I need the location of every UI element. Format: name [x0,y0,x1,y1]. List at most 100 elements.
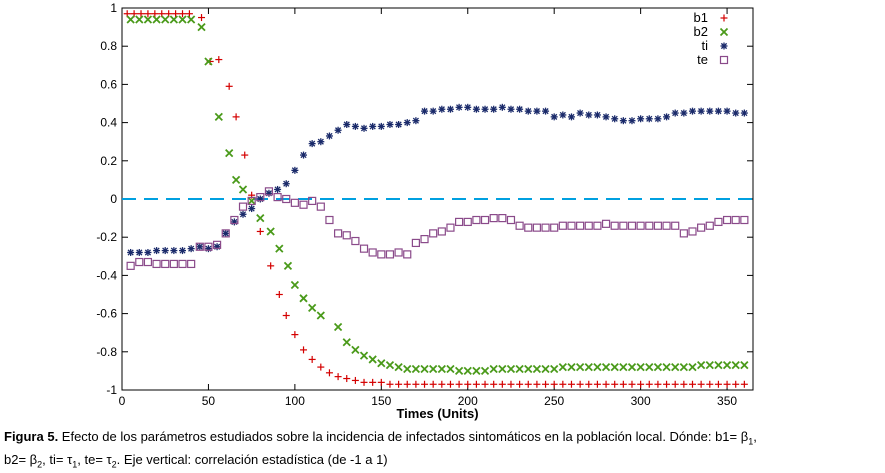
data-point-te [204,242,213,251]
data-point-ti [196,243,204,251]
data-point-te [610,221,619,230]
data-point-b1 [498,380,506,388]
data-point-ti [421,107,429,115]
data-point-ti [723,107,731,115]
data-point-ti [550,113,558,121]
data-point-ti [446,105,454,113]
data-point-te [671,221,680,230]
data-point-te [290,198,299,207]
data-point-te [532,223,542,232]
data-point-b1 [533,380,541,388]
data-point-ti [533,107,541,115]
data-point-te [342,231,351,240]
data-point-ti [377,122,385,130]
data-point-b1 [172,10,180,18]
data-point-b2 [731,361,740,370]
data-point-te [688,227,697,236]
data-point-b2 [283,261,293,270]
data-point-b2 [231,175,241,185]
caption-text: Efecto de los parámetros estudiados sobr… [58,429,749,444]
data-point-ti [386,121,394,129]
x-tick-label: 50 [202,394,216,408]
data-point-ti [559,111,567,119]
data-point-b2 [214,112,223,122]
data-point-te [593,221,602,230]
data-point-b1 [386,380,394,388]
data-point-ti [127,248,135,256]
data-point-ti [567,113,575,121]
data-point-b1 [215,56,223,64]
data-point-b2 [316,311,325,320]
data-point-ti [611,115,619,123]
data-point-b2 [238,185,248,194]
data-point-b1 [723,380,731,388]
data-point-te [437,227,446,236]
data-point-te [498,214,507,223]
data-point-te [308,196,317,206]
data-point-b1 [637,380,645,388]
data-point-ti [645,115,653,123]
data-point-ti [187,245,195,253]
data-point-ti [248,205,256,213]
data-point-b1 [151,10,159,18]
data-point-b1 [267,262,275,270]
data-point-b1 [464,380,472,388]
data-point-ti [637,115,645,123]
data-point-b1 [628,380,636,388]
data-point-b1 [360,378,368,386]
data-point-b2 [187,15,196,24]
data-point-ti [343,121,351,129]
data-point-ti [732,109,740,117]
data-point-te [489,214,498,223]
legend-label-b2: b2 [694,24,708,39]
data-point-te [230,215,239,225]
data-point-b1 [524,380,532,388]
data-point-ti [222,229,230,237]
data-point-b2 [653,362,663,372]
data-point-ti [317,138,325,146]
data-point-te [152,259,161,269]
series-b2 [126,15,749,376]
data-point-b1 [593,380,601,388]
data-point-b1 [179,10,187,18]
data-point-ti [265,189,273,197]
caption-text: , ti= τ [42,451,73,467]
data-point-ti [360,124,368,132]
data-point-b2 [247,196,256,206]
caption-sub: 1 [72,459,78,470]
data-point-te [420,235,429,244]
caption-text: . Eje vertical: correlación estadística … [116,451,388,467]
data-point-b2 [446,364,455,374]
data-point-b2 [429,364,438,374]
series-ti [127,103,748,256]
data-point-b2 [169,15,178,24]
data-point-te [645,221,654,230]
data-point-te [351,236,360,246]
data-point-te [169,259,178,269]
caption-text: , [753,429,757,444]
y-tick-label: 1 [110,1,117,15]
data-point-te [161,259,170,269]
data-point-b2 [126,15,135,24]
data-point-ti [516,105,524,113]
data-point-b1 [256,227,264,235]
data-point-te [662,221,671,230]
data-point-b2 [541,364,550,374]
data-point-ti [663,113,671,121]
data-point-b2 [161,15,170,24]
data-point-te [722,215,732,225]
x-tick-label: 350 [717,394,737,408]
data-point-te [316,202,325,211]
data-point-b1 [144,10,152,18]
legend-marker-ti [720,42,728,50]
data-point-b1 [137,10,145,18]
data-point-b1 [429,380,437,388]
legend-label-b1: b1 [694,10,708,25]
data-point-b2 [532,364,542,374]
data-point-b1 [225,82,233,90]
data-point-b2 [437,364,446,374]
data-point-te [403,250,412,259]
data-point-ti [395,121,403,129]
data-point-te [550,223,559,232]
data-point-ti [144,248,152,256]
